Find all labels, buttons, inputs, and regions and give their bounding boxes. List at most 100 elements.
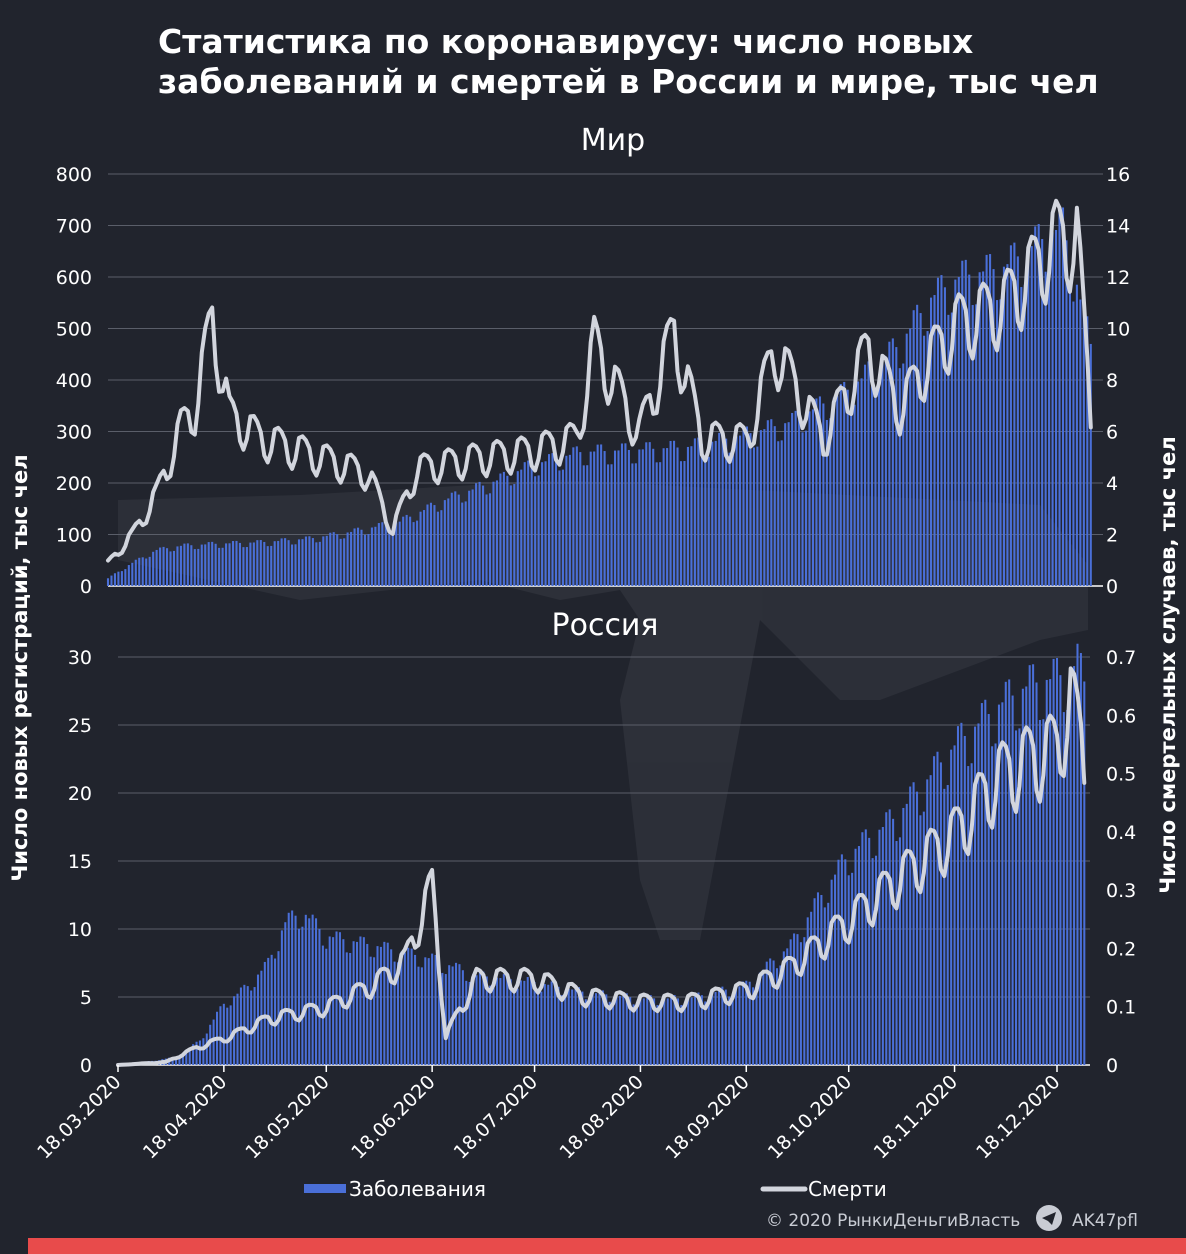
case-bar: [350, 531, 353, 586]
case-bar: [728, 452, 731, 586]
case-bar: [419, 511, 422, 586]
case-bar: [975, 304, 978, 586]
case-bar: [540, 991, 543, 1065]
case-bar: [273, 541, 276, 586]
case-bar: [405, 514, 408, 586]
case-bar: [926, 331, 929, 586]
case-bar: [707, 1000, 710, 1065]
case-bar: [1079, 653, 1082, 1065]
case-bar: [1020, 287, 1023, 586]
case-bar: [280, 930, 283, 1065]
right-axis-label: Число смертельных случаев, тыс чел: [1156, 436, 1180, 893]
case-bar: [985, 254, 988, 586]
case-bar: [212, 1019, 215, 1065]
case-bar: [874, 387, 877, 586]
case-bar: [673, 440, 676, 586]
case-bar: [763, 429, 766, 586]
y-tick-left: 700: [56, 216, 92, 238]
case-bar: [297, 539, 301, 586]
case-bar: [489, 985, 492, 1065]
case-bar: [605, 994, 608, 1065]
case-bar: [888, 341, 891, 586]
case-bar: [864, 829, 867, 1065]
case-bar: [1023, 284, 1026, 586]
case-bar: [940, 275, 943, 586]
case-bar: [1042, 719, 1045, 1065]
case-bar: [1009, 245, 1012, 586]
case-bar: [471, 489, 474, 586]
case-bar: [336, 534, 339, 586]
case-bar: [586, 465, 589, 586]
y-tick-right: 0: [1106, 576, 1118, 598]
case-bar: [429, 502, 433, 586]
case-bar: [131, 562, 134, 586]
y-tick-right: 0.2: [1106, 938, 1136, 960]
case-bar: [1001, 702, 1004, 1065]
deaths-line: [116, 666, 1087, 1067]
case-bar: [263, 541, 266, 586]
case-bar: [718, 432, 721, 586]
case-bar: [266, 546, 269, 586]
case-bar: [967, 766, 970, 1065]
case-bar: [256, 540, 259, 586]
case-bar: [416, 520, 419, 586]
case-bar: [311, 538, 314, 586]
case-bar: [386, 942, 389, 1065]
case-bar: [434, 954, 437, 1065]
case-bar: [717, 987, 720, 1065]
case-bar: [332, 532, 335, 586]
case-bar: [356, 527, 360, 586]
case-bar: [957, 277, 960, 586]
case-bar: [902, 363, 905, 586]
x-tick-label: 18.07.2020: [450, 1071, 542, 1163]
case-bar: [141, 557, 144, 586]
case-bar: [738, 435, 742, 586]
case-bar: [366, 943, 369, 1065]
case-bar: [572, 447, 575, 586]
case-bar: [607, 464, 610, 586]
case-bar: [427, 958, 430, 1065]
case-bar: [912, 310, 915, 586]
case-bar: [384, 524, 387, 586]
case-bar: [779, 965, 782, 1065]
legend-label-cases: Заболевания: [349, 1177, 486, 1201]
case-bar: [666, 448, 669, 586]
case-bar: [325, 535, 328, 586]
case-bar: [670, 995, 673, 1065]
case-bar: [369, 956, 372, 1065]
y-tick-right: 0.1: [1106, 997, 1136, 1019]
case-bar: [721, 986, 724, 1065]
y-tick-right: 0.4: [1106, 822, 1136, 844]
case-bar: [287, 540, 290, 586]
case-bar: [898, 368, 901, 586]
chart-title: Статистика по коронавирусу: число новых …: [158, 22, 1099, 101]
y-tick-left: 0: [80, 1055, 92, 1077]
case-bar: [853, 404, 856, 586]
case-bar: [379, 946, 382, 1065]
author-handle: AK47pfl: [1072, 1211, 1138, 1231]
case-bar: [836, 395, 839, 586]
case-bar: [994, 743, 997, 1065]
case-bar: [209, 1024, 212, 1065]
case-bar: [919, 815, 922, 1065]
case-bar: [1089, 343, 1092, 586]
case-bar: [249, 542, 252, 586]
case-bar: [376, 946, 379, 1065]
case-bar: [912, 782, 915, 1065]
case-bar: [642, 998, 645, 1065]
case-bar: [554, 982, 557, 1065]
case-bar: [197, 548, 200, 586]
y-tick-left: 5: [80, 987, 92, 1009]
case-bar: [560, 995, 563, 1065]
case-bar: [280, 538, 283, 586]
case-bar: [669, 440, 672, 586]
case-bar: [322, 536, 325, 586]
y-tick-right: 0.6: [1106, 705, 1136, 727]
case-bar: [561, 469, 564, 586]
case-bar: [381, 522, 384, 586]
y-tick-left: 800: [56, 164, 92, 186]
case-bar: [947, 314, 950, 586]
case-bar: [228, 543, 231, 586]
case-bar: [745, 980, 748, 1065]
case-bar: [933, 295, 936, 586]
